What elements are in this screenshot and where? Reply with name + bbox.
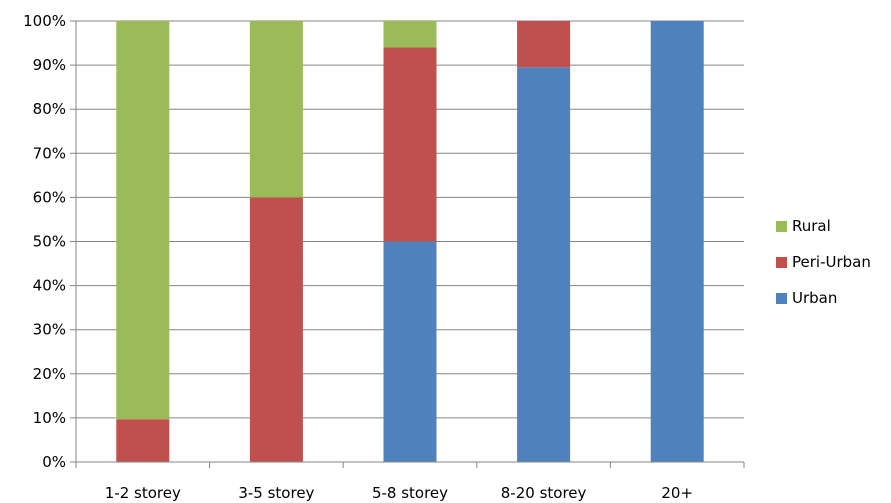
x-tick-label: 8-20 storey xyxy=(501,484,587,502)
x-tick-label: 20+ xyxy=(661,484,693,502)
x-tick-label: 3-5 storey xyxy=(238,484,314,502)
y-tick-label: 90% xyxy=(33,56,66,74)
bar-segment-rural xyxy=(383,21,437,48)
axes xyxy=(70,20,745,468)
y-tick-label: 20% xyxy=(33,365,66,383)
bar-segment-peri-urban xyxy=(517,21,571,68)
y-tick-label: 70% xyxy=(33,144,66,162)
bar-segment-rural xyxy=(116,21,170,420)
bar-segment-peri-urban xyxy=(116,419,170,462)
legend-swatch xyxy=(776,257,787,268)
legend-swatch xyxy=(776,293,787,304)
legend-swatch xyxy=(776,221,787,232)
legend-label: Rural xyxy=(792,217,831,235)
y-tick-label: 30% xyxy=(33,321,66,339)
y-tick-label: 60% xyxy=(33,188,66,206)
y-tick-label: 0% xyxy=(42,453,66,471)
x-axis-tick-labels: 1-2 storey 3-5 storey 5-8 storey 8-20 store… xyxy=(105,484,693,502)
bar-segment-peri-urban xyxy=(249,197,303,462)
y-axis-tick-labels: 0% 10% 20% 30% 40% 50% 60% 70% 80% 90% 100% xyxy=(23,12,66,471)
legend-label: Peri-Urban xyxy=(792,253,871,271)
bar-segment-urban xyxy=(650,21,704,462)
legend-label: Urban xyxy=(792,289,837,307)
bar-segment-rural xyxy=(249,21,303,198)
x-tick-label: 1-2 storey xyxy=(105,484,181,502)
y-tick-label: 100% xyxy=(23,12,66,30)
bars xyxy=(116,21,704,463)
y-tick-label: 40% xyxy=(33,277,66,295)
y-tick-label: 50% xyxy=(33,233,66,251)
bar-segment-urban xyxy=(517,67,571,463)
bar-segment-urban xyxy=(383,241,437,462)
x-tick-label: 5-8 storey xyxy=(372,484,448,502)
y-tick-label: 10% xyxy=(33,409,66,427)
legend: Rural Peri-Urban Urban xyxy=(776,217,871,307)
bar-segment-peri-urban xyxy=(383,47,437,242)
y-tick-label: 80% xyxy=(33,100,66,118)
